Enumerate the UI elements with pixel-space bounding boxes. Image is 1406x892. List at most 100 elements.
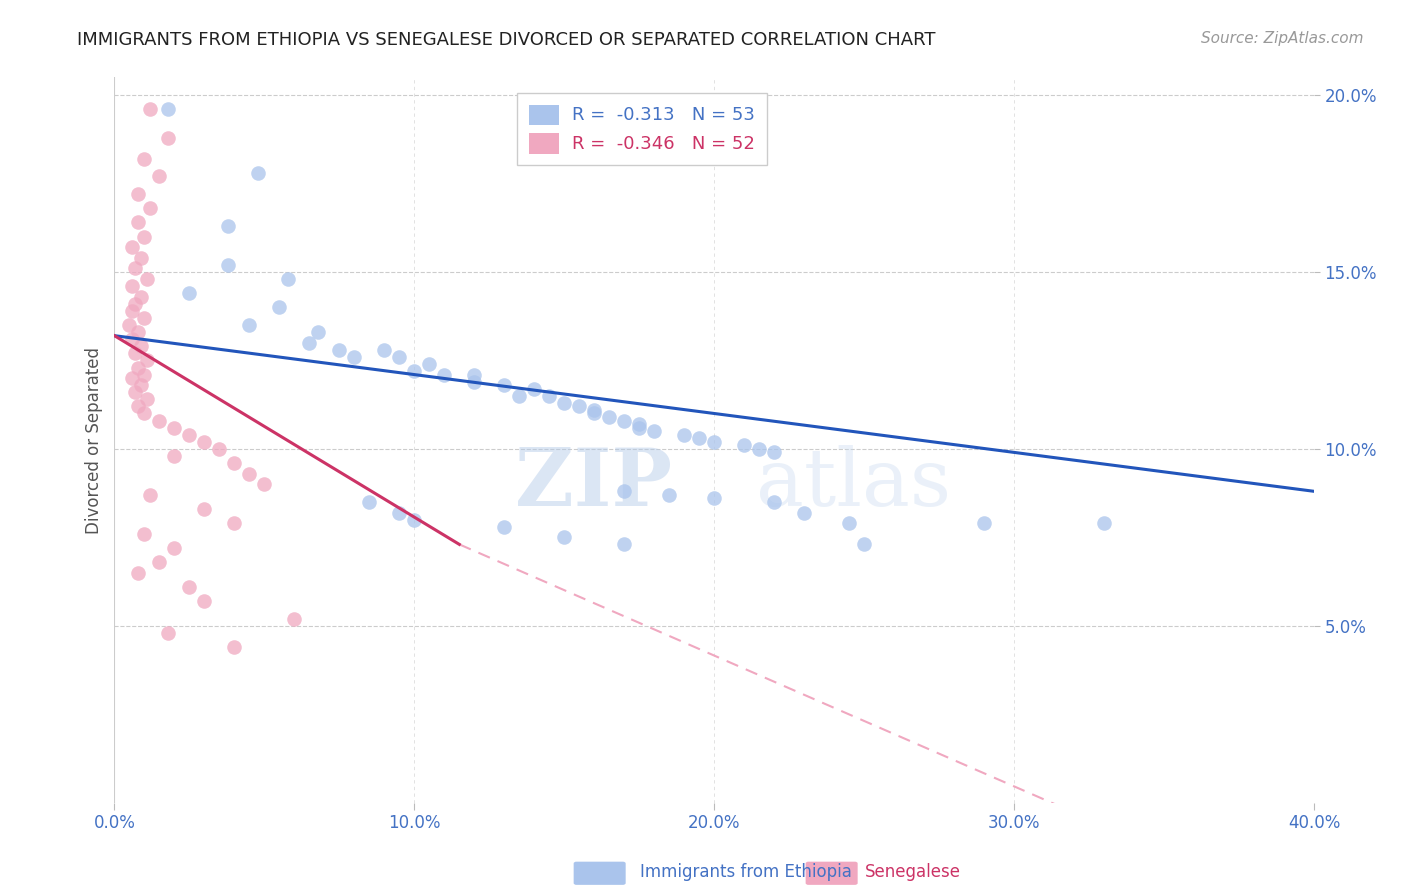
Point [538,389,561,403]
Point [238,467,260,481]
Point [136,272,159,286]
Point [139,488,162,502]
Point [343,350,366,364]
Point [131,251,153,265]
Point [124,385,146,400]
Point [224,516,246,530]
Point [136,392,159,407]
Y-axis label: Divorced or Separated: Divorced or Separated [86,346,103,533]
Point [179,427,201,442]
Point [463,368,485,382]
Point [433,368,456,382]
Point [217,258,239,272]
Point [298,335,321,350]
Point [404,364,426,378]
Point [127,325,149,339]
Point [139,103,162,117]
Point [793,506,815,520]
Point [763,495,786,509]
Point [179,286,201,301]
Point [124,261,146,276]
Point [508,389,530,403]
Point [121,332,143,346]
Point [359,495,381,509]
Point [643,424,665,438]
Point [163,541,186,555]
Point [131,339,153,353]
Point [388,350,411,364]
Point [163,420,186,434]
Text: Immigrants from Ethiopia: Immigrants from Ethiopia [640,863,852,881]
Point [121,240,143,254]
Point [238,318,260,332]
Point [283,612,305,626]
Point [124,346,146,360]
Point [253,477,276,491]
Point [121,304,143,318]
Point [838,516,860,530]
Point [131,290,153,304]
Legend: R =  -0.313   N = 53, R =  -0.346   N = 52: R = -0.313 N = 53, R = -0.346 N = 52 [517,93,768,165]
Point [124,297,146,311]
Point [688,431,710,445]
Point [127,360,149,375]
Text: Senegalese: Senegalese [865,863,960,881]
Point [673,427,696,442]
Point [523,382,546,396]
Point [613,413,636,427]
Point [121,279,143,293]
Point [658,488,681,502]
Point [157,103,180,117]
Point [628,417,651,431]
Text: Source: ZipAtlas.com: Source: ZipAtlas.com [1201,31,1364,46]
Point [277,272,299,286]
Point [134,310,156,325]
Point [157,130,180,145]
Point [373,343,395,357]
Point [583,403,606,417]
Point [404,513,426,527]
Text: atlas: atlas [756,444,952,523]
Point [388,506,411,520]
Point [157,625,180,640]
Point [179,580,201,594]
Point [763,445,786,459]
Point [148,555,170,569]
Point [583,407,606,421]
Point [703,491,725,506]
Point [127,187,149,202]
Point [613,484,636,499]
Point [224,640,246,654]
Point [418,357,440,371]
Point [163,449,186,463]
Point [134,526,156,541]
Point [131,378,153,392]
Point [127,566,149,580]
Text: ZIP: ZIP [515,444,672,523]
Point [973,516,995,530]
Point [134,229,156,244]
Point [139,202,162,216]
Point [224,456,246,470]
Point [148,413,170,427]
Point [208,442,231,456]
Point [553,530,575,544]
Point [733,438,755,452]
Point [853,537,876,551]
Point [193,502,215,516]
Point [217,219,239,233]
Point [598,410,620,425]
Point [148,169,170,184]
Point [703,434,725,449]
Point [247,166,270,180]
Point [136,353,159,368]
Point [127,215,149,229]
Point [307,325,329,339]
Point [1092,516,1115,530]
Point [494,378,516,392]
Point [127,400,149,414]
Point [134,152,156,166]
Text: IMMIGRANTS FROM ETHIOPIA VS SENEGALESE DIVORCED OR SEPARATED CORRELATION CHART: IMMIGRANTS FROM ETHIOPIA VS SENEGALESE D… [77,31,936,49]
Point [568,400,591,414]
Point [463,375,485,389]
